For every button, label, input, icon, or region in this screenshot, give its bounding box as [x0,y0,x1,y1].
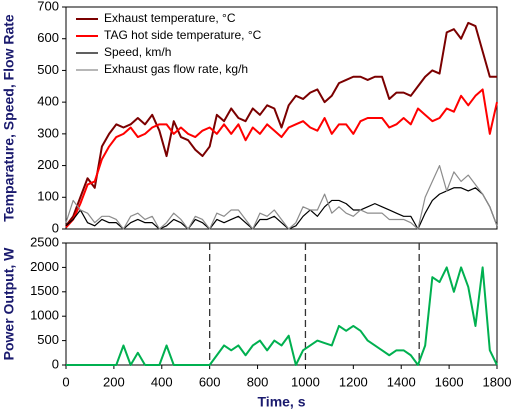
x-tick-label: 1800 [483,374,512,389]
x-tick-label: 600 [199,374,221,389]
y-tick-label: 100 [37,189,59,204]
y-tick-label: 0 [52,356,59,371]
series-line [65,187,498,230]
y-tick-label: 600 [37,30,59,45]
x-tick-label: 0 [62,374,69,389]
series-line [66,266,498,366]
legend-label: Speed, km/h [104,45,171,59]
y-tick-label: 500 [37,62,59,77]
y-tick-label: 0 [52,220,59,235]
x-tick-label: 1000 [291,374,320,389]
series-line [65,88,498,229]
legend-label: Exhaust temperature, °C [104,11,236,25]
x-tick-label: 1600 [435,374,464,389]
y-tick-label: 300 [37,125,59,140]
y-tick-label: 2000 [30,259,59,274]
y-axis-label: Power Output, W [1,247,17,361]
plot-frame [65,242,498,366]
legend-label: Exhaust gas flow rate, kg/h [104,62,248,76]
series-line [65,21,497,227]
y-tick-label: 500 [37,332,59,347]
series-line [65,164,498,230]
y-tick-label: 1500 [30,283,59,298]
x-tick-label: 1200 [339,374,368,389]
x-tick-label: 1400 [387,374,416,389]
y-tick-label: 400 [37,94,59,109]
plot-frame [65,6,498,230]
x-axis-label: Time, s [258,394,306,410]
legend-label: TAG hot side temperature, °C [104,28,262,42]
x-tick-label: 400 [151,374,173,389]
y-tick-label: 200 [37,157,59,172]
x-tick-label: 800 [247,374,269,389]
y-tick-label: 700 [37,0,59,13]
y-axis-label: Temparature, Speed, Flow Rate [1,14,17,222]
x-tick-label: 200 [103,374,125,389]
y-tick-label: 2500 [30,234,59,249]
y-tick-label: 1000 [30,308,59,323]
